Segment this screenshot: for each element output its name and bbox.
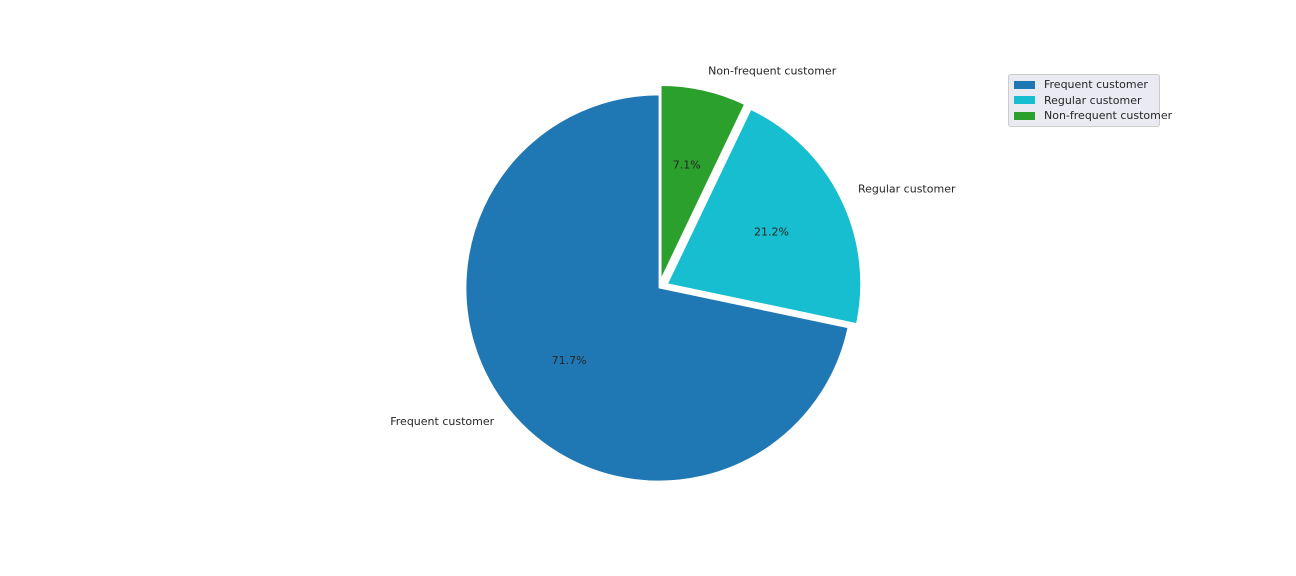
pie-slice xyxy=(667,109,861,324)
legend-item: Regular customer xyxy=(1014,93,1155,109)
legend-swatch xyxy=(1014,96,1035,105)
legend-label: Non-frequent customer xyxy=(1044,109,1173,123)
slice-category-label: Non-frequent customer xyxy=(708,65,837,78)
slice-category-label: Frequent customer xyxy=(390,415,494,428)
legend-swatch xyxy=(1014,111,1035,120)
legend-label: Frequent customer xyxy=(1044,78,1148,92)
slice-category-label: Regular customer xyxy=(858,183,956,196)
pie-slice xyxy=(660,85,745,279)
legend: Frequent customer Regular customer Non-f… xyxy=(1008,74,1172,127)
pie-slice xyxy=(465,94,849,482)
legend-item: Non-frequent customer xyxy=(1014,108,1172,124)
slice-percent-label: 21.2% xyxy=(754,225,789,238)
legend-swatch xyxy=(1014,80,1035,89)
pie-slices xyxy=(465,85,861,482)
slice-percent-label: 71.7% xyxy=(552,354,587,367)
slice-percent-label: 7.1% xyxy=(673,159,701,172)
pie-labels: 71.7% Frequent customer 21.2% Regular custo… xyxy=(390,65,956,428)
legend-label: Regular customer xyxy=(1044,93,1142,107)
legend-item: Frequent customer xyxy=(1014,77,1155,93)
